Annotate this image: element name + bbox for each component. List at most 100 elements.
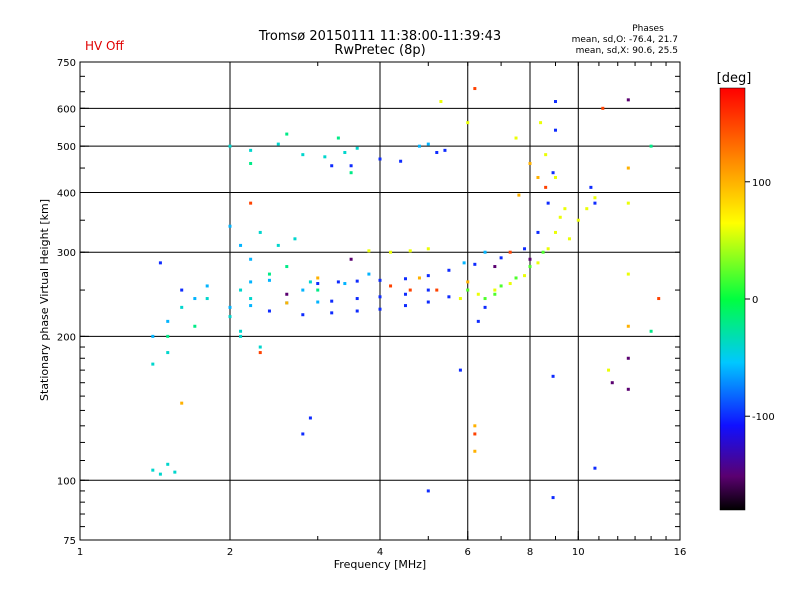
data-point [517, 193, 521, 197]
data-point [546, 247, 550, 251]
data-point [323, 155, 327, 159]
x-tick-label: 6 [465, 547, 471, 558]
data-point [473, 424, 477, 428]
data-point [301, 288, 305, 292]
y-axis-label: Stationary phase Virtual Height [km] [38, 199, 51, 401]
data-point [249, 148, 253, 152]
data-point [228, 305, 232, 309]
data-point [476, 292, 480, 296]
data-point [355, 146, 359, 150]
data-point [439, 100, 443, 104]
data-point [267, 272, 271, 276]
data-point [285, 292, 289, 296]
data-point [378, 307, 382, 311]
data-point [657, 297, 661, 301]
data-point [355, 309, 359, 313]
data-point [528, 161, 532, 165]
data-point [553, 100, 557, 104]
data-point [316, 300, 320, 304]
data-point [151, 362, 155, 366]
data-point [355, 279, 359, 283]
data-point [249, 280, 253, 284]
data-point [330, 311, 334, 315]
data-point [330, 299, 334, 303]
data-point [249, 161, 253, 165]
data-point [343, 282, 347, 286]
data-point [493, 265, 497, 269]
x-tick-label: 16 [674, 547, 687, 558]
data-point [466, 280, 470, 284]
data-point [343, 150, 347, 154]
y-tick-label: 300 [57, 248, 76, 259]
data-point [567, 237, 571, 241]
data-point [466, 121, 470, 125]
data-point [228, 224, 232, 228]
data-point [466, 288, 470, 292]
data-point [458, 368, 462, 372]
data-point [180, 305, 184, 309]
data-point [426, 489, 430, 493]
data-point [546, 201, 550, 205]
data-point [249, 297, 253, 301]
data-point [528, 265, 532, 269]
colorbar-ticks: -100 0 100 [745, 178, 775, 423]
data-point [426, 288, 430, 292]
data-point [389, 250, 393, 254]
colorbar-label: [deg] [717, 71, 752, 86]
data-point [610, 381, 614, 385]
phases-x-stats: mean, sd,X: 90.6, 25.5 [576, 46, 678, 56]
data-point [301, 153, 305, 157]
phases-o-stats: mean, sd,O: -76.4, 21.7 [572, 35, 678, 45]
data-point [205, 284, 209, 288]
data-point [426, 274, 430, 278]
data-point [293, 237, 297, 241]
data-point [267, 309, 271, 313]
data-point [239, 329, 243, 333]
data-point [349, 171, 353, 175]
data-point [336, 136, 340, 140]
grid-lines [80, 62, 680, 540]
data-point [166, 319, 170, 323]
data-point [514, 276, 518, 280]
data-point [285, 265, 289, 269]
data-point [541, 250, 545, 254]
y-tick-label: 200 [57, 332, 76, 343]
data-point [593, 196, 597, 200]
x-tick-label: 8 [527, 547, 533, 558]
data-point [553, 128, 557, 132]
y-tick-label: 75 [63, 536, 76, 547]
data-point [447, 295, 451, 299]
data-point [308, 280, 312, 284]
data-point [473, 432, 477, 436]
data-point [607, 368, 611, 372]
data-point [551, 496, 555, 500]
data-point [349, 257, 353, 261]
data-point [626, 387, 630, 391]
data-point [367, 249, 371, 253]
data-point [267, 278, 271, 282]
data-point [258, 351, 262, 355]
x-tick-label: 4 [377, 547, 383, 558]
data-point [316, 288, 320, 292]
data-point [426, 142, 430, 146]
colorbar-tick-label: 0 [752, 295, 758, 306]
colorbar [719, 87, 746, 511]
data-point [151, 334, 155, 338]
data-point [180, 401, 184, 405]
data-point [435, 288, 439, 292]
colorbar-tick-label: -100 [752, 412, 775, 423]
data-point [458, 297, 462, 301]
data-point [536, 175, 540, 179]
data-point [523, 247, 527, 251]
data-point [408, 288, 412, 292]
data-point [553, 230, 557, 234]
data-point [508, 250, 512, 254]
data-point [316, 282, 320, 286]
data-point [483, 250, 487, 254]
data-point [585, 207, 589, 211]
data-point [158, 472, 162, 476]
data-point [378, 295, 382, 299]
data-point [193, 324, 197, 328]
data-point [593, 201, 597, 205]
data-point [276, 243, 280, 247]
